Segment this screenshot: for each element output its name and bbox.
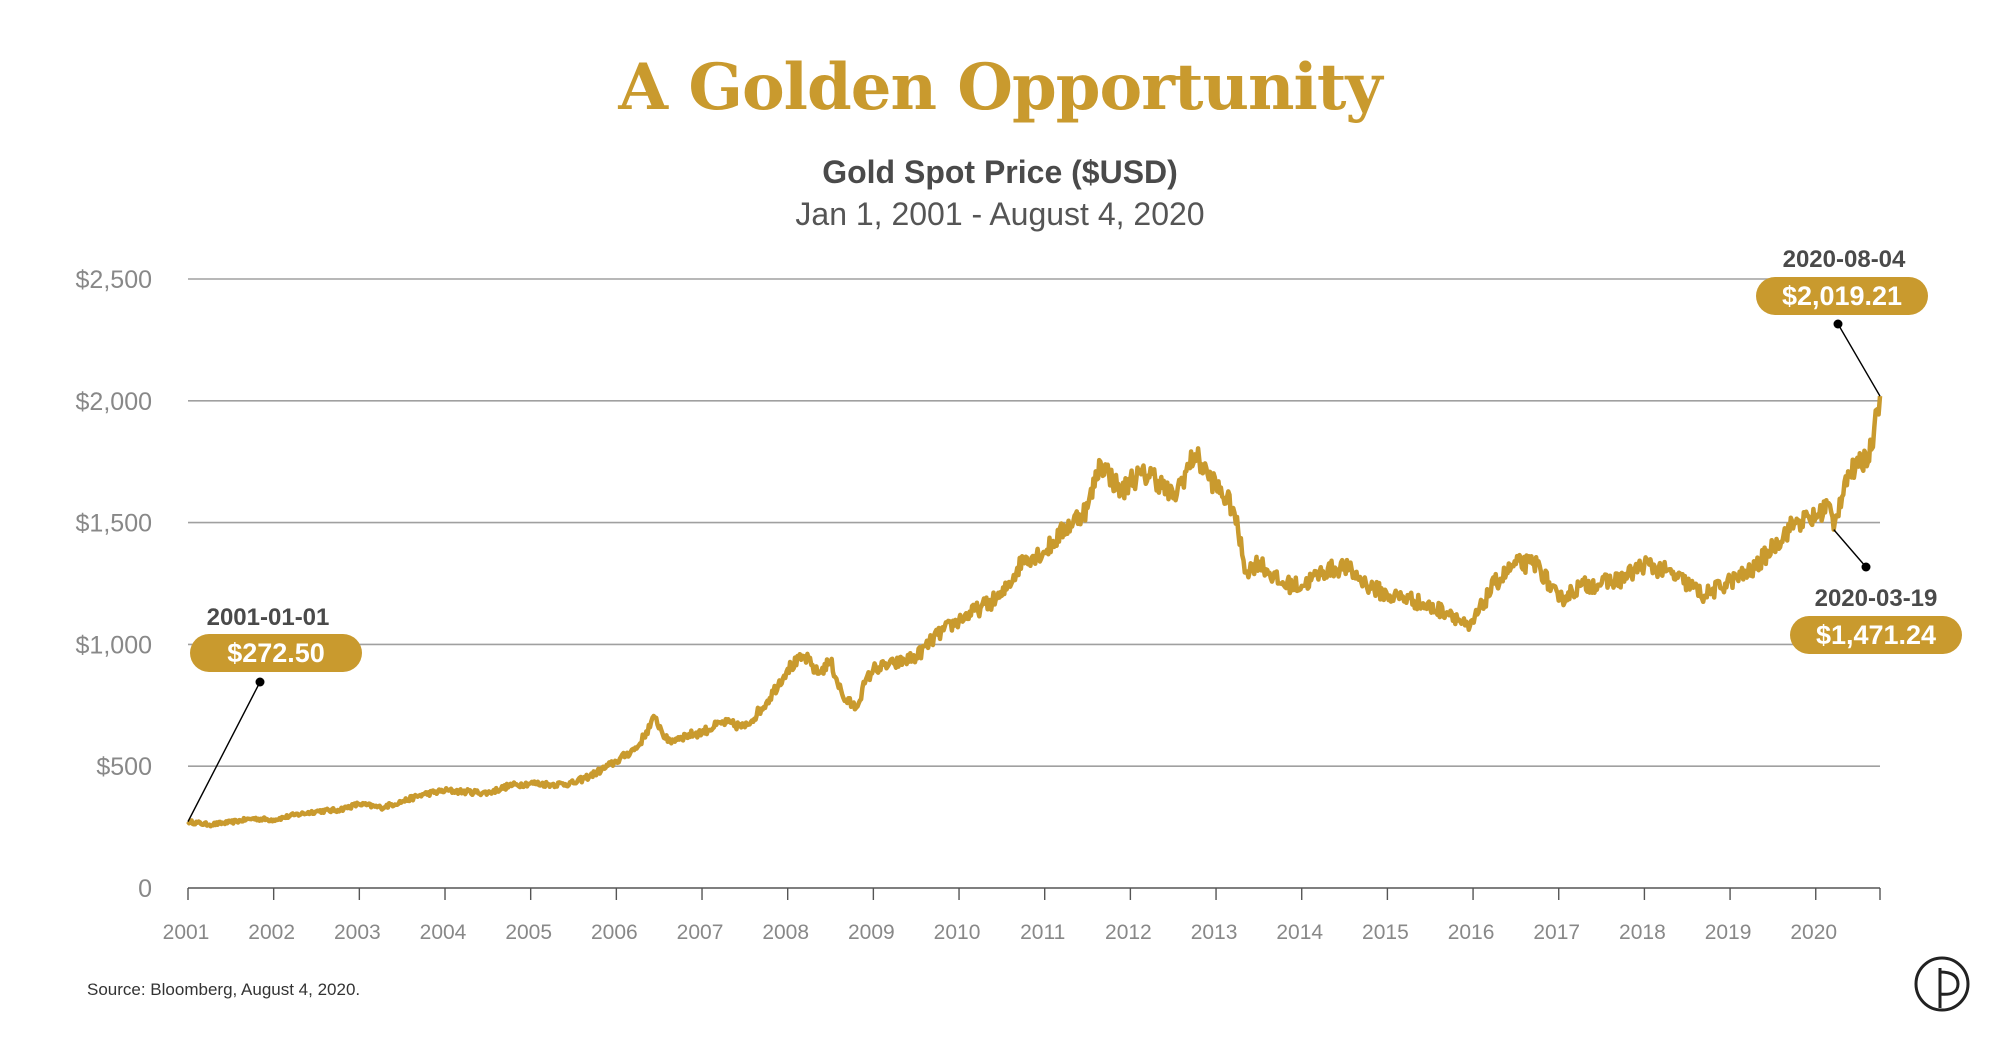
- x-tick-label: 2001: [163, 921, 210, 944]
- x-tick-label: 2006: [591, 921, 638, 944]
- source-note: Source: Bloomberg, August 4, 2020.: [87, 980, 361, 999]
- annotation-value-pill: [1790, 616, 1962, 654]
- annotation-date: 2020-03-19: [1815, 585, 1938, 612]
- annotation-2020-08-04: 2020-08-04 $2,019.21: [1756, 246, 1928, 397]
- annotation-leader-line: [1833, 529, 1867, 568]
- annotation-dot: [255, 677, 265, 687]
- y-tick-label: $500: [96, 753, 152, 781]
- x-tick-label: 2020: [1790, 921, 1837, 944]
- annotation-value-pill: [190, 634, 362, 672]
- chart-date-range: Jan 1, 2001 - August 4, 2020: [795, 196, 1205, 232]
- x-tick-label: 2007: [677, 921, 724, 944]
- x-tick-label: 2009: [848, 921, 895, 944]
- y-tick-label: $2,000: [76, 388, 152, 416]
- y-tick-label: $1,500: [76, 510, 152, 538]
- x-tick-label: 2015: [1362, 921, 1409, 944]
- x-tick-label: 2004: [420, 921, 467, 944]
- y-tick-label: $1,000: [76, 631, 152, 659]
- x-axis: 2001 2002 2003 2004 2005 2006 2007 2008 2009 2010…: [163, 887, 1881, 944]
- x-tick-label: 2019: [1705, 921, 1752, 944]
- p-circle-logo-icon: [1914, 956, 1970, 1012]
- annotation-leader-line: [187, 681, 261, 822]
- y-tick-label: 0: [138, 875, 152, 903]
- y-axis-labels: $2,500 $2,000 $1,500 $1,000 $500 0: [76, 266, 152, 903]
- x-tick-label: 2010: [934, 921, 981, 944]
- x-tick-label: 2014: [1276, 921, 1323, 944]
- y-tick-label: $2,500: [76, 266, 152, 294]
- x-tick-label: 2017: [1533, 921, 1580, 944]
- x-tick-label: 2013: [1191, 921, 1238, 944]
- x-tick-label: 2011: [1020, 921, 1065, 944]
- annotation-date: 2001-01-01: [207, 604, 330, 631]
- price-line: [186, 395, 1883, 829]
- price-series: [186, 395, 1883, 829]
- x-tick-label: 2016: [1448, 921, 1495, 944]
- x-tick-label: 2005: [505, 921, 552, 944]
- x-tick-label: 2018: [1619, 921, 1666, 944]
- x-tick-label: 2002: [248, 921, 295, 944]
- x-tick-label: 2012: [1105, 921, 1152, 944]
- annotation-leader-line: [1837, 323, 1881, 397]
- annotation-dot: [1861, 562, 1871, 572]
- annotation-2001-01-01: 2001-01-01 $272.50: [187, 604, 362, 822]
- annotation-date: 2020-08-04: [1783, 246, 1906, 273]
- x-tick-label: 2008: [762, 921, 809, 944]
- grid-lines: [188, 278, 1880, 768]
- annotations: 2001-01-01$272.502020-08-04$2,019.212020…: [187, 246, 1962, 822]
- annotation-value: $1,471.24: [1816, 620, 1936, 650]
- annotation-value: $272.50: [227, 638, 325, 668]
- annotation-dot: [1833, 319, 1843, 329]
- x-tick-label: 2003: [334, 921, 381, 944]
- chart-subtitle: Gold Spot Price ($USD): [822, 154, 1178, 190]
- annotation-value: $2,019.21: [1782, 281, 1902, 311]
- annotation-2020-03-19: 2020-03-19 $1,471.24: [1790, 529, 1962, 654]
- page-title: A Golden Opportunity: [618, 50, 1382, 125]
- annotation-value-pill: [1756, 277, 1928, 315]
